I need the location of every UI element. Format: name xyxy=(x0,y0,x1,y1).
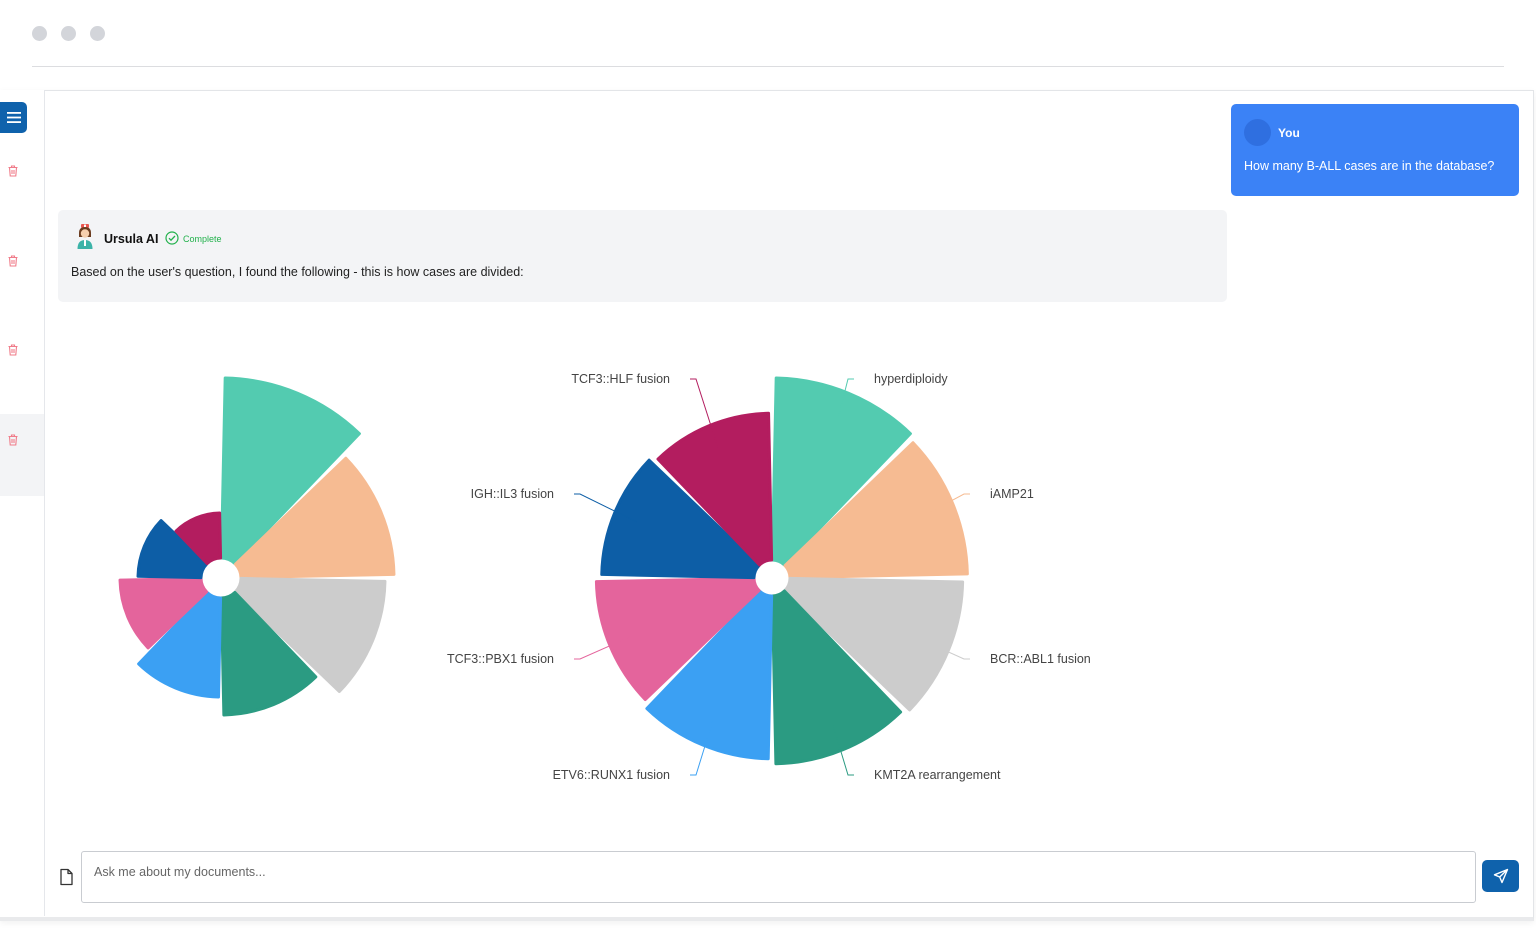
assistant-message-bubble: Ursula AI Complete Based on the user's q… xyxy=(58,210,1227,302)
slice-bcr-abl1-fusion[interactable] xyxy=(233,576,387,694)
window-controls xyxy=(32,26,105,41)
slice-etv6-runx1-fusion[interactable] xyxy=(137,590,223,699)
hamburger-menu-icon xyxy=(6,112,21,123)
delete-conversation-4-icon[interactable] xyxy=(6,433,20,447)
label-tcf3-hlf-fusion: TCF3::HLF fusion xyxy=(571,372,670,386)
delete-conversation-3-icon[interactable] xyxy=(6,343,20,357)
label-line-tcf3-hlf-fusion xyxy=(690,378,719,448)
window-minimize-button[interactable] xyxy=(61,26,76,41)
slice-iamp21[interactable] xyxy=(783,441,969,580)
slice-etv6-runx1-fusion[interactable] xyxy=(645,589,774,761)
slice-igh-il3-fusion[interactable] xyxy=(136,519,209,580)
label-line-hyperdiploidy xyxy=(837,378,854,420)
label-tcf3-pbx1-fusion: TCF3::PBX1 fusion xyxy=(447,652,554,666)
slice-bcr-abl1-fusion[interactable] xyxy=(783,576,965,712)
menu-button[interactable] xyxy=(0,102,27,133)
assistant-name: Ursula AI xyxy=(104,232,159,246)
assistant-message-text: Based on the user's question, I found th… xyxy=(71,265,524,279)
label-iamp21: iAMP21 xyxy=(990,487,1034,501)
user-message-text: How many B-ALL cases are in the database… xyxy=(1244,159,1495,173)
slice-tcf3-hlf-fusion[interactable] xyxy=(174,511,223,566)
sidebar-item-active[interactable] xyxy=(0,414,44,496)
slice-tcf3-pbx1-fusion[interactable] xyxy=(594,576,761,702)
user-name: You xyxy=(1278,126,1300,140)
send-button[interactable] xyxy=(1482,860,1519,892)
slice-hyperdiploidy[interactable] xyxy=(219,376,361,566)
label-kmt2a-rearrangement: KMT2A rearrangement xyxy=(874,768,1001,782)
delete-conversation-2-icon[interactable] xyxy=(6,254,20,268)
file-attach-icon[interactable] xyxy=(59,868,74,886)
title-divider xyxy=(32,66,1504,67)
slice-tcf3-pbx1-fusion[interactable] xyxy=(118,576,209,650)
chart-rose-radius xyxy=(118,376,396,717)
label-hyperdiploidy: hyperdiploidy xyxy=(874,372,948,386)
label-line-etv6-runx1-fusion xyxy=(690,721,713,776)
message-input[interactable] xyxy=(92,864,1456,880)
assistant-avatar-icon xyxy=(77,224,93,249)
message-input-container xyxy=(81,851,1476,903)
send-icon xyxy=(1493,868,1508,884)
user-avatar xyxy=(1244,119,1271,146)
label-etv6-runx1-fusion: ETV6::RUNX1 fusion xyxy=(553,768,670,782)
slice-iamp21[interactable] xyxy=(233,456,396,580)
slice-kmt2a-rearrangement[interactable] xyxy=(770,589,903,766)
sidebar xyxy=(0,90,45,916)
label-line-igh-il3-fusion xyxy=(574,493,637,523)
label-bcr-abl1-fusion: BCR::ABL1 fusion xyxy=(990,652,1091,666)
slice-hyperdiploidy[interactable] xyxy=(770,376,912,567)
slice-igh-il3-fusion[interactable] xyxy=(600,458,761,580)
label-line-bcr-abl1-fusion xyxy=(923,640,970,660)
label-igh-il3-fusion: IGH::IL3 fusion xyxy=(471,487,554,501)
complete-check-icon xyxy=(165,231,179,245)
slice-kmt2a-rearrangement[interactable] xyxy=(219,590,318,717)
label-line-tcf3-pbx1-fusion xyxy=(574,635,633,660)
delete-conversation-1-icon[interactable] xyxy=(6,164,20,178)
label-line-iamp21 xyxy=(927,493,970,515)
assistant-status: Complete xyxy=(183,234,222,244)
slice-tcf3-hlf-fusion[interactable] xyxy=(656,411,774,567)
user-message-bubble: You How many B-ALL cases are in the data… xyxy=(1231,104,1519,196)
window-maximize-button[interactable] xyxy=(90,26,105,41)
window-close-button[interactable] xyxy=(32,26,47,41)
label-line-kmt2a-rearrangement xyxy=(832,725,854,776)
